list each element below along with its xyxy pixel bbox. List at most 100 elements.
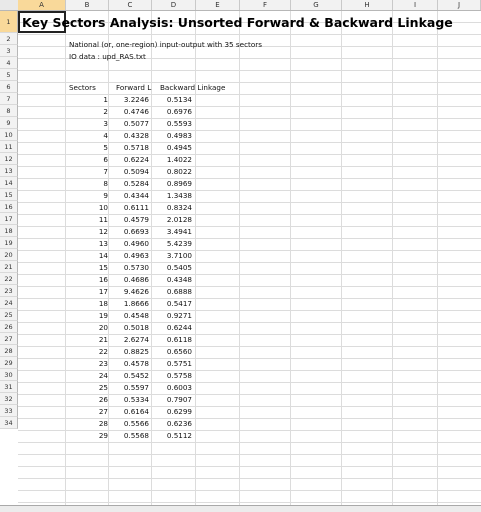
backward-linkage-value[interactable]: 0.6244 (166, 323, 192, 332)
sector-number[interactable]: 23 (98, 359, 108, 368)
row-header-34[interactable]: 34 (0, 417, 18, 429)
row-header-33[interactable]: 33 (0, 405, 18, 417)
row-header-16[interactable]: 16 (0, 201, 18, 213)
backward-linkage-value[interactable]: 1.3438 (166, 191, 192, 200)
backward-linkage-value[interactable]: 0.6236 (166, 419, 192, 428)
forward-linkage-value[interactable]: 9.4626 (123, 287, 149, 296)
column-header-f[interactable]: F (240, 0, 291, 10)
backward-linkage-value[interactable]: 0.6118 (166, 335, 192, 344)
row-header-27[interactable]: 27 (0, 333, 18, 345)
backward-linkage-value[interactable]: 0.5758 (166, 371, 192, 380)
forward-linkage-value[interactable]: 0.6111 (123, 203, 149, 212)
sector-number[interactable]: 17 (98, 287, 108, 296)
forward-linkage-value[interactable]: 0.5094 (123, 167, 149, 176)
select-all-corner[interactable] (0, 0, 19, 10)
row-header-14[interactable]: 14 (0, 177, 18, 189)
forward-linkage-value[interactable]: 0.4963 (123, 251, 149, 260)
backward-linkage-value[interactable]: 0.5751 (166, 359, 192, 368)
forward-linkage-value[interactable]: 2.6274 (123, 335, 149, 344)
row-header-32[interactable]: 32 (0, 393, 18, 405)
backward-linkage-value[interactable]: 2.0128 (166, 215, 192, 224)
row-header-6[interactable]: 6 (0, 81, 18, 93)
column-header-d[interactable]: D (152, 0, 196, 10)
backward-linkage-value[interactable]: 3.4941 (166, 227, 192, 236)
row-header-12[interactable]: 12 (0, 153, 18, 165)
backward-linkage-value[interactable]: 0.5417 (166, 299, 192, 308)
column-header-e[interactable]: E (196, 0, 240, 10)
sector-number[interactable]: 6 (103, 155, 108, 164)
forward-linkage-value[interactable]: 0.4746 (123, 107, 149, 116)
sector-number[interactable]: 9 (103, 191, 108, 200)
sector-number[interactable]: 7 (103, 167, 108, 176)
header-forward[interactable]: Forward L (116, 83, 152, 92)
forward-linkage-value[interactable]: 0.5077 (123, 119, 149, 128)
row-header-29[interactable]: 29 (0, 357, 18, 369)
row-header-10[interactable]: 10 (0, 129, 18, 141)
forward-linkage-value[interactable]: 0.4548 (123, 311, 149, 320)
row-header-30[interactable]: 30 (0, 369, 18, 381)
backward-linkage-value[interactable]: 0.5134 (166, 95, 192, 104)
backward-linkage-value[interactable]: 0.5112 (166, 431, 192, 440)
forward-linkage-value[interactable]: 0.5597 (123, 383, 149, 392)
row-header-19[interactable]: 19 (0, 237, 18, 249)
forward-linkage-value[interactable]: 0.4328 (123, 131, 149, 140)
sector-number[interactable]: 11 (98, 215, 108, 224)
sector-number[interactable]: 22 (98, 347, 108, 356)
row-header-18[interactable]: 18 (0, 225, 18, 237)
forward-linkage-value[interactable]: 0.6693 (123, 227, 149, 236)
row-header-17[interactable]: 17 (0, 213, 18, 225)
sector-number[interactable]: 4 (103, 131, 108, 140)
forward-linkage-value[interactable]: 0.5334 (123, 395, 149, 404)
forward-linkage-value[interactable]: 0.5568 (123, 431, 149, 440)
column-header-c[interactable]: C (109, 0, 152, 10)
forward-linkage-value[interactable]: 0.5566 (123, 419, 149, 428)
sector-number[interactable]: 8 (103, 179, 108, 188)
sector-number[interactable]: 16 (98, 275, 108, 284)
sector-number[interactable]: 20 (98, 323, 108, 332)
sector-number[interactable]: 2 (103, 107, 108, 116)
forward-linkage-value[interactable]: 0.4344 (123, 191, 149, 200)
cell-grid[interactable] (18, 11, 481, 512)
forward-linkage-value[interactable]: 0.5018 (123, 323, 149, 332)
backward-linkage-value[interactable]: 0.4945 (166, 143, 192, 152)
sector-number[interactable]: 19 (98, 311, 108, 320)
backward-linkage-value[interactable]: 3.7100 (166, 251, 192, 260)
forward-linkage-value[interactable]: 1.8666 (123, 299, 149, 308)
sector-number[interactable]: 1 (103, 95, 108, 104)
sector-number[interactable]: 10 (98, 203, 108, 212)
row-header-13[interactable]: 13 (0, 165, 18, 177)
forward-linkage-value[interactable]: 0.4960 (123, 239, 149, 248)
row-header-2[interactable]: 2 (0, 33, 18, 45)
header-sectors[interactable]: Sectors (69, 83, 96, 92)
row-header-7[interactable]: 7 (0, 93, 18, 105)
column-header-g[interactable]: G (291, 0, 342, 10)
backward-linkage-value[interactable]: 0.8969 (166, 179, 192, 188)
backward-linkage-value[interactable]: 0.4983 (166, 131, 192, 140)
backward-linkage-value[interactable]: 5.4239 (166, 239, 192, 248)
forward-linkage-value[interactable]: 0.8825 (123, 347, 149, 356)
subtitle-cell[interactable]: National (or, one-region) input-output w… (69, 40, 262, 49)
backward-linkage-value[interactable]: 0.9271 (166, 311, 192, 320)
sector-number[interactable]: 18 (98, 299, 108, 308)
row-header-28[interactable]: 28 (0, 345, 18, 357)
sector-number[interactable]: 14 (98, 251, 108, 260)
row-header-25[interactable]: 25 (0, 309, 18, 321)
sector-number[interactable]: 29 (98, 431, 108, 440)
sector-number[interactable]: 24 (98, 371, 108, 380)
sector-number[interactable]: 21 (98, 335, 108, 344)
column-header-h[interactable]: H (342, 0, 393, 10)
header-backward[interactable]: Backward Linkage (160, 83, 226, 92)
sector-number[interactable]: 27 (98, 407, 108, 416)
row-header-1[interactable]: 1 (0, 11, 18, 33)
backward-linkage-value[interactable]: 0.6003 (166, 383, 192, 392)
column-header-a[interactable]: A (18, 0, 66, 10)
forward-linkage-value[interactable]: 0.4579 (123, 215, 149, 224)
forward-linkage-value[interactable]: 0.4578 (123, 359, 149, 368)
row-header-26[interactable]: 26 (0, 321, 18, 333)
row-header-5[interactable]: 5 (0, 69, 18, 81)
row-header-22[interactable]: 22 (0, 273, 18, 285)
forward-linkage-value[interactable]: 0.5730 (123, 263, 149, 272)
backward-linkage-value[interactable]: 0.5405 (166, 263, 192, 272)
forward-linkage-value[interactable]: 0.6224 (123, 155, 149, 164)
forward-linkage-value[interactable]: 0.5284 (123, 179, 149, 188)
